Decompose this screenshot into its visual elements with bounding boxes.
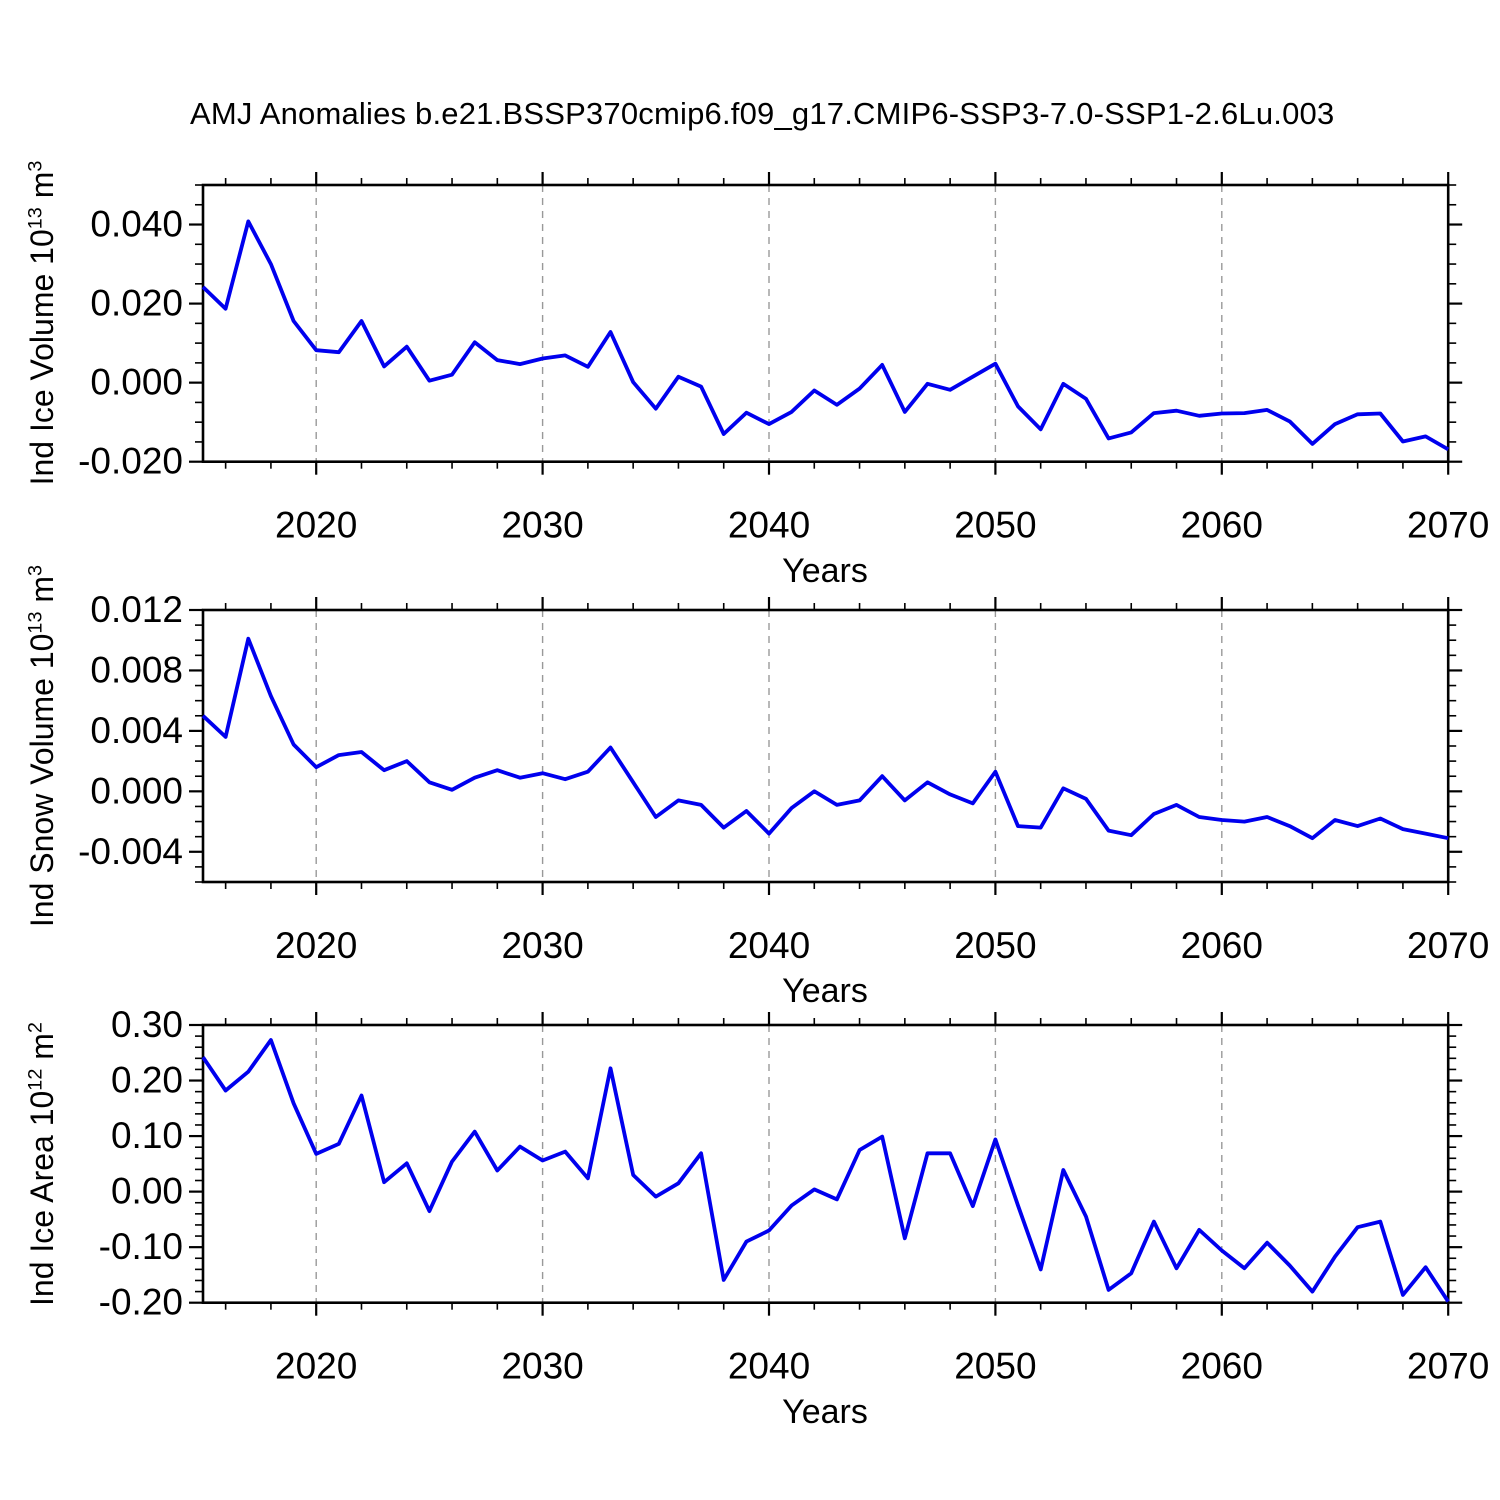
svg-text:2020: 2020 xyxy=(275,1346,357,1387)
svg-text:0.000: 0.000 xyxy=(90,362,183,403)
svg-text:2050: 2050 xyxy=(954,925,1036,966)
x-axis-label-panel3: Years xyxy=(782,1393,868,1431)
svg-text:0.012: 0.012 xyxy=(90,589,183,630)
svg-text:0.30: 0.30 xyxy=(111,1004,183,1045)
data-line-ind-snow-volume xyxy=(201,636,1449,841)
chart-title: AMJ Anomalies b.e21.BSSP370cmip6.f09_g17… xyxy=(190,96,1335,131)
svg-text:0.040: 0.040 xyxy=(90,204,183,245)
svg-text:2070: 2070 xyxy=(1407,925,1489,966)
svg-text:2030: 2030 xyxy=(501,925,583,966)
svg-text:0.020: 0.020 xyxy=(90,283,183,324)
svg-text:2050: 2050 xyxy=(954,1346,1036,1387)
svg-text:2060: 2060 xyxy=(1181,925,1263,966)
svg-text:2030: 2030 xyxy=(501,505,583,546)
svg-text:0.000: 0.000 xyxy=(90,770,183,811)
svg-text:2060: 2060 xyxy=(1181,505,1263,546)
svg-text:0.20: 0.20 xyxy=(111,1060,183,1101)
x-axis-label-panel2: Years xyxy=(782,972,868,1010)
panel-ind-snow-volume: 2020 2030 2040 2050 2060 2070 0.012 0.008 0.004 0… xyxy=(78,589,1489,966)
svg-text:0.10: 0.10 xyxy=(111,1115,183,1156)
svg-text:2020: 2020 xyxy=(275,925,357,966)
svg-text:2030: 2030 xyxy=(501,1346,583,1387)
svg-text:2020: 2020 xyxy=(275,505,357,546)
svg-text:-0.020: -0.020 xyxy=(78,441,183,482)
svg-text:2040: 2040 xyxy=(728,1346,810,1387)
svg-text:-0.10: -0.10 xyxy=(99,1226,183,1267)
svg-text:2070: 2070 xyxy=(1407,505,1489,546)
data-line-ind-ice-volume xyxy=(201,219,1450,452)
svg-text:0.004: 0.004 xyxy=(90,710,183,751)
svg-text:2050: 2050 xyxy=(954,505,1036,546)
data-line-ind-ice-area xyxy=(201,1038,1450,1303)
x-axis-label-panel1: Years xyxy=(782,552,868,590)
svg-text:2070: 2070 xyxy=(1407,1346,1489,1387)
svg-text:-0.20: -0.20 xyxy=(99,1282,183,1323)
panel-ind-ice-volume: 2020 2030 2040 2050 2060 2070 0.040 0.020 0.000 -… xyxy=(78,172,1489,546)
svg-text:0.00: 0.00 xyxy=(111,1171,183,1212)
svg-text:-0.004: -0.004 xyxy=(78,831,183,872)
svg-text:2040: 2040 xyxy=(728,925,810,966)
svg-text:2040: 2040 xyxy=(728,505,810,546)
svg-text:2060: 2060 xyxy=(1181,1346,1263,1387)
panel-ind-ice-area: 2020 2030 2040 2050 2060 2070 0.30 0.20 0.10 0.00… xyxy=(99,1004,1490,1387)
svg-text:0.008: 0.008 xyxy=(90,649,183,690)
